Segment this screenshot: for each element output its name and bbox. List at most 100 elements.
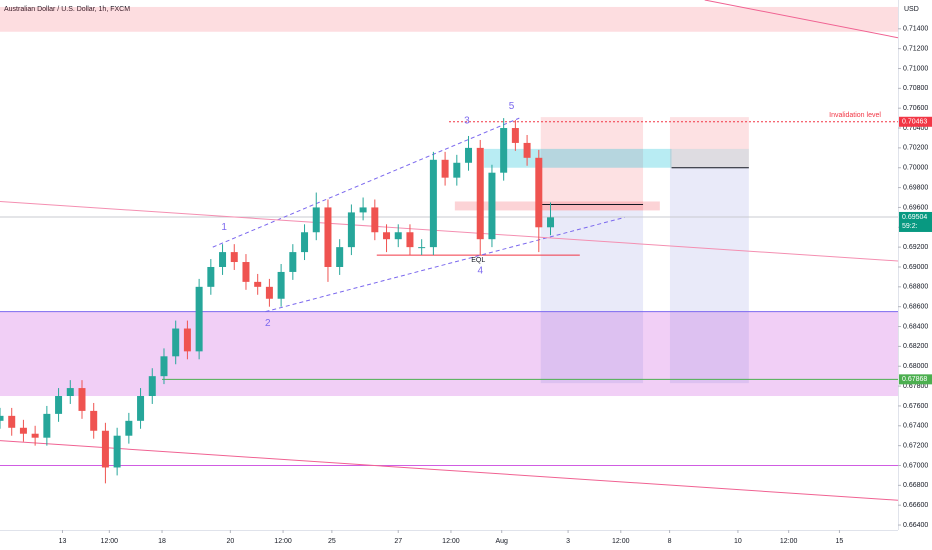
x-tick-label: 12:00 [612,538,630,545]
zone [0,6,898,32]
candle-body [207,266,215,287]
price-tag-label: 0.67868 [902,376,927,383]
candle-body [90,410,98,431]
zone [540,210,644,384]
y-tick-label: 0.68000 [903,363,928,370]
candle-body [500,128,508,173]
y-tick-label: 0.67800 [903,383,928,390]
trend-line [0,440,898,501]
candle-body [277,271,285,299]
candle-body [101,430,109,468]
y-tick-label: 0.69200 [903,244,928,251]
candle-body [66,388,74,397]
candle-body [324,207,332,267]
y-tick-label: 0.66600 [903,502,928,509]
y-tick-label: 0.70000 [903,165,928,172]
candle-body [195,286,203,352]
candle-body [371,207,379,233]
candle-body [465,147,473,163]
candle-body [219,252,227,267]
candle-body [113,435,121,468]
x-tick-label: Aug [495,538,508,545]
y-tick-label: 0.67200 [903,442,928,449]
trend-line [704,0,898,39]
annotation: 3 [464,116,470,127]
y-tick-label: 0.68800 [903,284,928,291]
candle-body [347,212,355,248]
zone [0,311,898,397]
zone [454,201,660,211]
candle-body [265,286,273,299]
candle-body [301,232,309,253]
zone [484,148,672,168]
annotation: 1 [221,222,227,233]
y-tick-label: 0.70600 [903,105,928,112]
price-tag-label: 0.69504 [902,214,927,221]
chart-title: Australian Dollar / U.S. Dollar, 1h, FXC… [4,6,130,13]
zone [669,167,749,384]
candle-body [254,281,262,287]
annotation: EQL [471,257,485,264]
x-tick-label: 15 [836,538,844,545]
price-tag [899,211,932,232]
y-tick-label: 0.70200 [903,145,928,152]
candle-body [160,356,168,377]
candle-body [230,252,238,263]
annotation: 2 [265,318,271,329]
price-tag [899,374,932,385]
countdown: 59:2: [902,223,918,230]
trend-line [0,200,898,262]
candle-body [148,376,156,397]
candle-body [488,172,496,240]
candle-body [43,413,51,438]
x-tick-label: 12:00 [442,538,460,545]
price-tag-label: 0.70463 [902,119,927,126]
candle-body [336,247,344,267]
annotation: 4 [477,266,483,277]
candle-body [31,433,39,438]
candle-body [78,388,86,411]
candle-body [242,262,250,282]
y-tick-label: 0.69800 [903,184,928,191]
candle-body [547,217,555,228]
candle-body [394,232,402,240]
zone [671,148,749,168]
candle-body [511,128,519,143]
candle-body [453,162,461,178]
y-tick-label: 0.69000 [903,264,928,271]
candle-body [183,328,191,352]
x-tick-label: 12:00 [101,538,119,545]
candle-body [172,328,180,357]
currency: USD [904,6,919,13]
x-tick-label: 8 [668,538,672,545]
candle-body [289,252,297,272]
candle-body [418,247,426,249]
y-tick-label: 0.71400 [903,26,928,33]
candle-body [476,147,484,240]
zone [540,117,644,211]
x-tick-label: 20 [226,538,234,545]
x-tick-label: 13 [59,538,67,545]
y-tick-label: 0.67000 [903,462,928,469]
x-tick-label: 12:00 [274,538,292,545]
y-tick-label: 0.66800 [903,482,928,489]
y-tick-label: 0.67600 [903,403,928,410]
y-tick-label: 0.67400 [903,423,928,430]
y-tick-label: 0.68200 [903,343,928,350]
candle-body [383,232,391,240]
candle-body [137,396,145,421]
x-tick-label: 18 [158,538,166,545]
candle-body [429,159,437,248]
candle-body [0,415,4,421]
annotation: 5 [509,101,515,112]
plot-area: 1 2 3 4 5 EQL Invalidation level [0,0,898,501]
y-tick-label: 0.71000 [903,65,928,72]
candle-body [523,142,531,158]
y-tick-label: 0.70400 [903,125,928,132]
zone [669,117,749,168]
candle-body [312,207,320,233]
x-tick-label: 25 [328,538,336,545]
annotation: Invalidation level [829,112,881,119]
